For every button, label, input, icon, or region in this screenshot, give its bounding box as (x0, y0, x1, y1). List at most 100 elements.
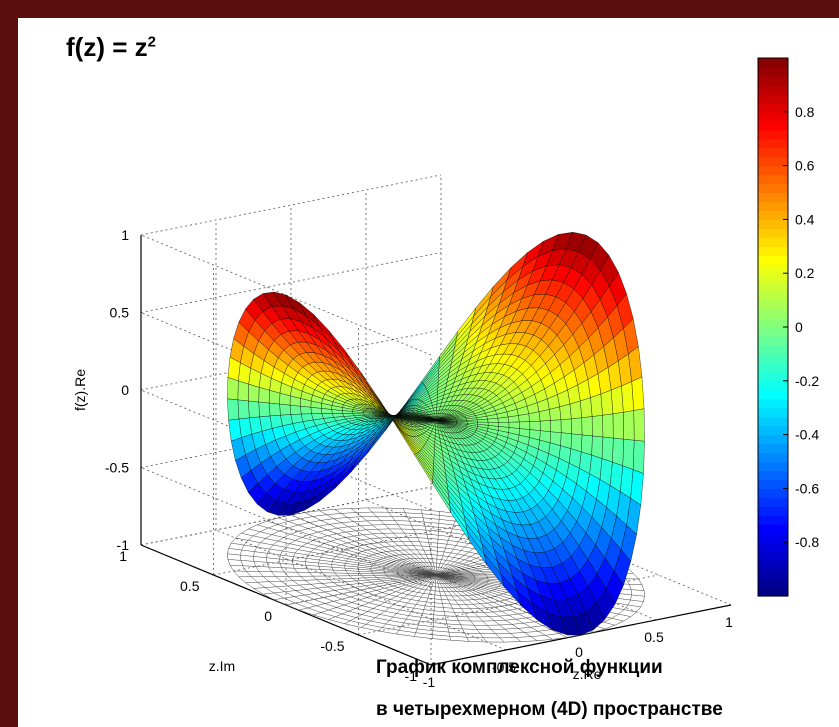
surface-patch (237, 399, 250, 420)
floor-mesh-spoke (435, 513, 458, 576)
grid-line (140, 484, 442, 546)
grid-line (140, 407, 442, 468)
floor-mesh-spoke (304, 512, 437, 576)
floor-mesh-spoke (396, 574, 437, 635)
surface-patch (581, 434, 593, 456)
surface-patch (571, 417, 583, 435)
floor-mesh-spoke (290, 514, 437, 576)
colorbar-segment (758, 147, 788, 158)
im-tick-label: 1 (119, 548, 127, 564)
floor-mesh-spoke (267, 520, 437, 576)
grid-line (140, 252, 442, 313)
floor-mesh-spoke (257, 524, 437, 576)
floor-mesh-spoke (435, 574, 553, 640)
colorbar-segment (758, 183, 788, 194)
floor-mesh-spoke (435, 574, 568, 638)
colorbar-segment (758, 389, 788, 400)
surface-patch (248, 383, 260, 403)
surface-patch (498, 422, 510, 428)
grid-line (358, 574, 659, 636)
colorbar-segment (758, 291, 788, 301)
floor-mesh-spoke (403, 508, 437, 576)
colorbar-segment (758, 353, 788, 364)
colorbar-segment (758, 461, 788, 472)
colorbar-segment (758, 407, 788, 418)
axis-ticks: -1-0.500.51-1-0.500.51-1-0.500.51f(z).Re… (72, 227, 733, 690)
floor-mesh-spoke (435, 574, 451, 641)
surface-patch (622, 438, 635, 470)
colorbar-tick-label: -0.6 (795, 480, 819, 496)
surface-patch (590, 393, 603, 417)
colorbar-segment (758, 362, 788, 373)
surface-patch (550, 419, 562, 433)
colorbar-segment (758, 479, 788, 489)
colorbar-segment (758, 542, 788, 552)
re-tick-label: 0 (575, 644, 583, 660)
colorbar-segment (758, 264, 788, 274)
colorbar-segment (758, 300, 788, 310)
im-tick-label: -0.5 (320, 638, 344, 654)
colorbar-segment (758, 452, 788, 463)
floor-mesh-spoke (334, 509, 437, 576)
surface-patch (258, 387, 270, 404)
surface-patch (581, 416, 593, 437)
colorbar-segment (758, 192, 788, 203)
floor-mesh-spoke (435, 574, 505, 643)
surface-patch (539, 420, 551, 432)
colorbar-segment (758, 488, 788, 498)
floor-mesh-spoke (238, 574, 437, 578)
colorbar-segment (758, 335, 788, 346)
surface-patch (268, 402, 281, 417)
floor-mesh-spoke (228, 548, 437, 576)
floor-mesh-spoke (245, 574, 437, 583)
colorbar-segment (758, 129, 788, 140)
surface-patch (279, 403, 291, 416)
surface-patch (228, 418, 242, 442)
colorbar-segment (758, 156, 788, 167)
surface-patch (560, 418, 572, 434)
floor-mesh-spoke (344, 574, 437, 624)
floor-mesh-spoke (227, 553, 437, 576)
floor-mesh-spoke (313, 574, 437, 616)
floor-mesh-spoke (367, 507, 437, 576)
z-tick-label: 0.5 (110, 305, 130, 321)
re-axis-label: z.Re (573, 666, 602, 682)
surface-patch (248, 400, 260, 418)
z-tick-label: 1 (121, 227, 129, 243)
surface-patch (631, 376, 645, 411)
colorbar-segment (758, 58, 788, 68)
colorbar-segment (758, 434, 788, 445)
colorbar-segment (758, 425, 788, 436)
surface-patch (342, 413, 355, 417)
surface-patch (529, 420, 541, 431)
colorbar-segment (758, 120, 788, 131)
floor-mesh-spoke (385, 507, 437, 576)
surface-patch (623, 410, 635, 441)
surface-patch (633, 408, 645, 442)
surface-patch (591, 415, 604, 438)
surface-patch (237, 380, 249, 402)
colorbar-segment (758, 443, 788, 454)
surface-patch (610, 385, 624, 415)
colorbar-segment (758, 416, 788, 427)
colorbar-segment (758, 551, 788, 561)
surface-patch (601, 436, 614, 463)
surface-patch (600, 389, 614, 416)
floor-mesh-spoke (319, 510, 437, 576)
colorbar-segment (758, 560, 788, 570)
colorbar-segment (758, 587, 788, 597)
colorbar-segment (758, 282, 788, 292)
floor-mesh-spoke (361, 574, 437, 628)
grid-line (140, 174, 442, 236)
re-tick-label: -1 (423, 674, 436, 690)
floor-mesh-spoke (328, 574, 437, 620)
colorbar-segment (758, 506, 788, 516)
colorbar-segment (758, 111, 788, 122)
colorbar-segment (758, 309, 788, 319)
colorbar-segment (758, 102, 788, 113)
surface-patch (258, 401, 271, 417)
colorbar-segment (758, 237, 788, 247)
floor-mesh-spoke (414, 574, 437, 637)
colorbar-tick-label: -0.4 (795, 427, 819, 443)
